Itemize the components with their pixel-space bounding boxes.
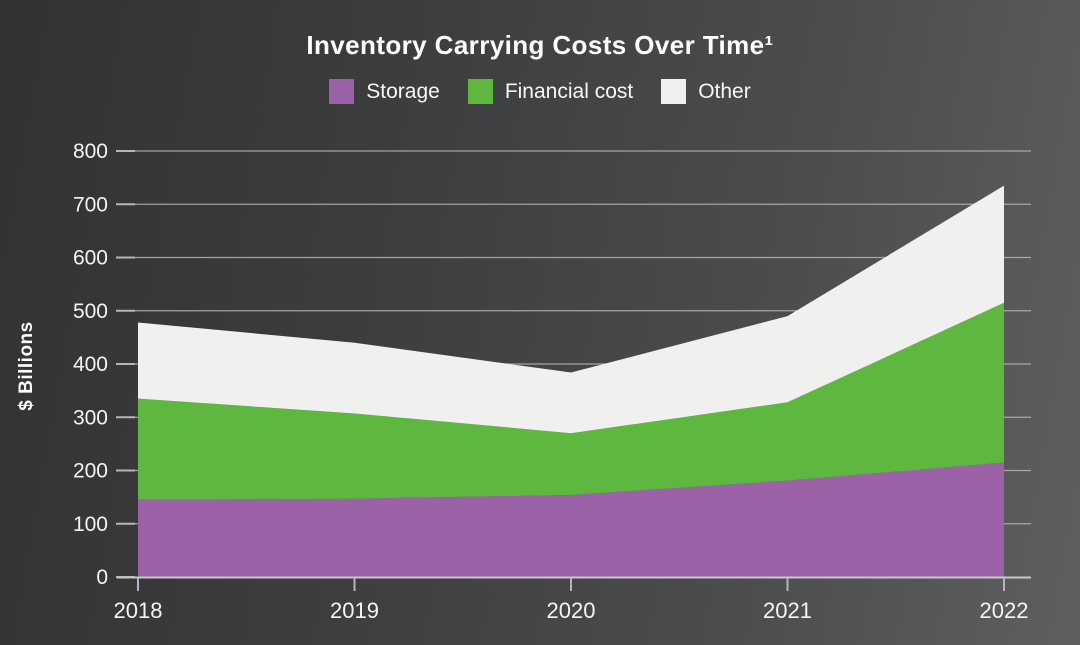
y-tick-label: 800 — [73, 140, 108, 163]
legend-label: Storage — [366, 79, 440, 103]
area-storage — [138, 462, 1004, 577]
legend-item-other: Other — [661, 79, 751, 104]
x-tick-label: 2021 — [763, 598, 812, 623]
legend-item-storage: Storage — [329, 79, 440, 104]
other-swatch-icon — [661, 79, 687, 104]
y-tick-label: 100 — [73, 513, 108, 536]
y-tick-label: 600 — [73, 247, 108, 270]
storage-swatch-icon — [329, 79, 355, 104]
x-tick-label: 2019 — [330, 598, 379, 623]
legend-item-financial-cost: Financial cost — [467, 79, 634, 104]
y-tick-label: 500 — [73, 300, 108, 323]
y-tick-label: 0 — [96, 566, 108, 589]
y-tick-label: 400 — [73, 353, 108, 376]
y-tick-label: 200 — [73, 460, 108, 483]
area-financial-cost — [138, 302, 1004, 500]
financial-cost-swatch-icon — [467, 79, 493, 104]
y-tick-label: 300 — [73, 406, 108, 429]
chart-title: Inventory Carrying Costs Over Time¹ — [306, 30, 774, 60]
area-other — [138, 185, 1004, 434]
y-tick-label: 700 — [73, 193, 108, 216]
x-tick-label: 2018 — [114, 598, 163, 623]
x-tick-label: 2020 — [547, 598, 596, 623]
legend: Storage Financial cost Other — [0, 79, 1080, 104]
legend-label: Financial cost — [504, 79, 634, 103]
x-tick-label: 2022 — [980, 598, 1029, 623]
legend-label: Other — [698, 79, 751, 103]
